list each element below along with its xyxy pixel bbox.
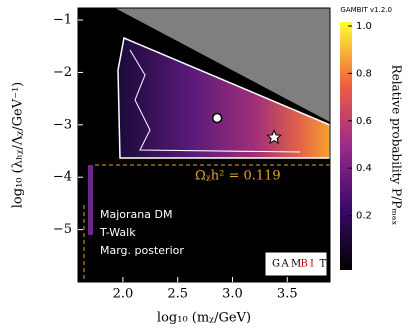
legend-text: Majorana DM: [100, 208, 172, 221]
y-tick-label: −1: [53, 13, 72, 28]
annotation: Ωᵪh² = 0.119: [195, 169, 281, 184]
best-fit-point: [266, 129, 283, 145]
colorbar-tick-label: 0.4: [356, 163, 372, 174]
posterior-strip: [88, 165, 93, 235]
contour: [129, 49, 301, 153]
badge: GAMBIT v1.2.0: [340, 6, 392, 14]
y-tick-label: −3: [53, 117, 72, 132]
x-tick-label: 3.0: [222, 287, 243, 302]
x-tick-label: 2.0: [113, 287, 134, 302]
y-tick-label: −5: [53, 222, 72, 237]
logo-letter: I: [310, 259, 314, 270]
colorbar-tick-label: 1.0: [356, 21, 372, 32]
logo-letter: B: [301, 259, 308, 270]
logo-letter: A: [281, 259, 290, 270]
posterior-mean: [211, 112, 223, 124]
contour: [117, 36, 331, 159]
x-axis-label: log₁₀ (mᵪ/GeV): [157, 311, 251, 326]
excluded-region: [115, 8, 330, 122]
x-tick-label: 2.5: [167, 287, 188, 302]
logo-cards: [264, 251, 328, 277]
colorbar-label: Relative probability P/Pₘₐₓ: [390, 65, 404, 226]
posterior-region: [118, 38, 330, 158]
legend-text: T-Walk: [99, 226, 136, 239]
plot-frame: [77, 7, 331, 283]
y-tick-label: −2: [53, 65, 72, 80]
x-tick-label: 3.5: [277, 287, 298, 302]
colorbar-tick-label: 0.2: [356, 211, 372, 222]
colorbar-tick-label: 0.8: [356, 68, 372, 79]
colorbar-tick-label: 0.6: [356, 116, 372, 127]
logo-letter: T: [320, 259, 327, 270]
logo-letter: M: [291, 259, 301, 270]
logo-letter: G: [272, 259, 280, 270]
y-tick-label: −4: [53, 170, 72, 185]
legend-text: Marg. posterior: [100, 244, 184, 257]
colorbar: [340, 22, 352, 270]
y-axis-label: log₁₀ (λₕᵪ/Λᵪ/GeV⁻¹): [11, 82, 26, 208]
logo: [264, 251, 328, 277]
